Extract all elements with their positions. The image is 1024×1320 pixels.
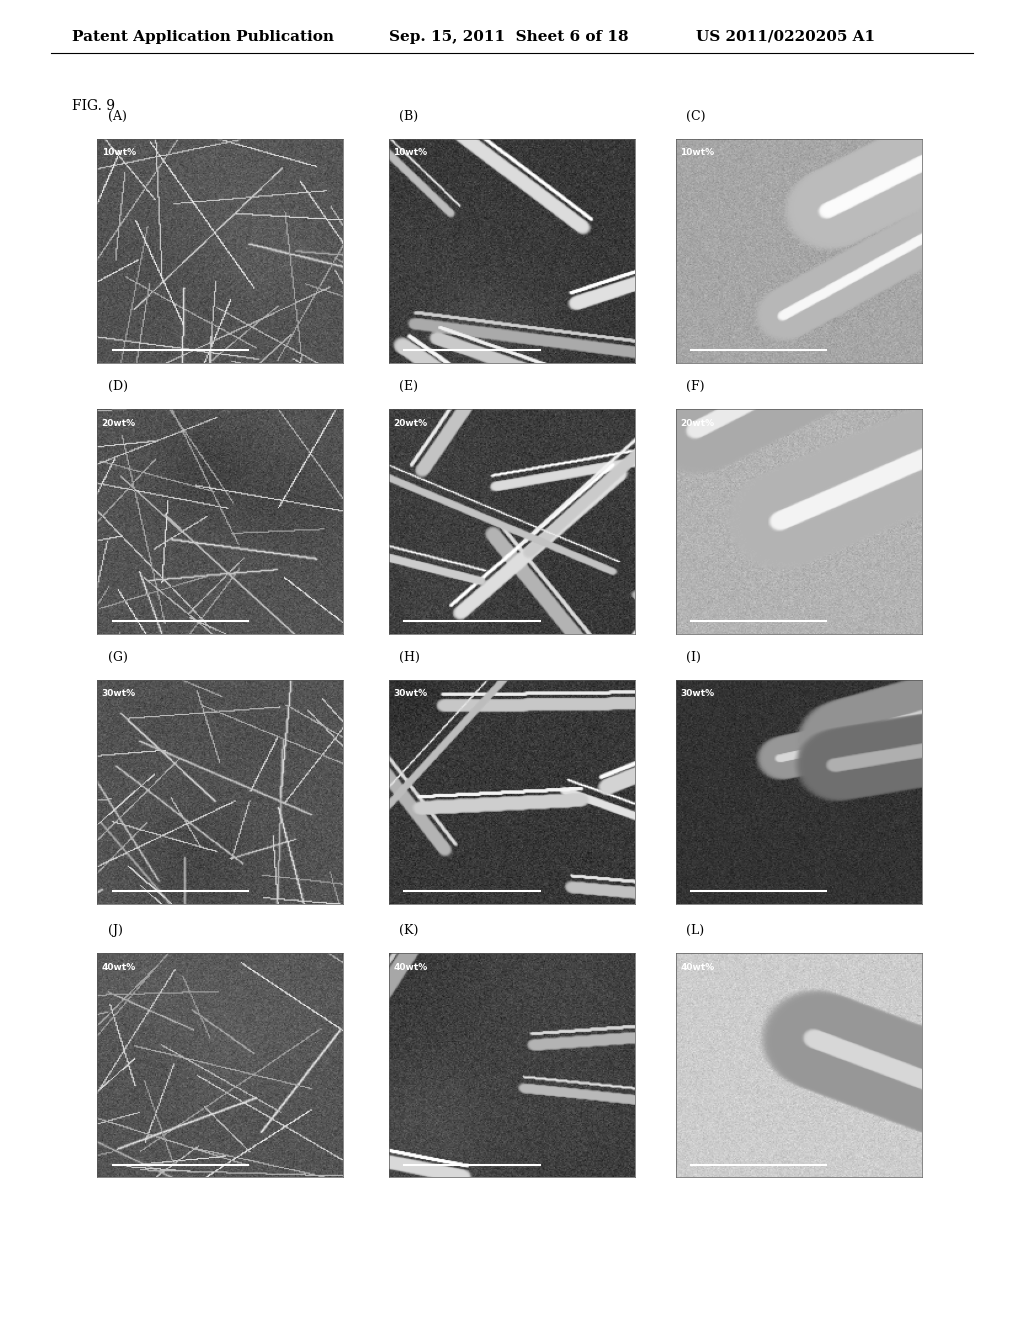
Text: 10wt%: 10wt% [680,148,715,157]
Text: (I): (I) [686,651,701,664]
Text: 20wt%: 20wt% [101,418,136,428]
Text: 40wt%: 40wt% [101,962,136,972]
Text: 10wt%: 10wt% [101,148,136,157]
Text: (J): (J) [108,924,123,937]
Text: 40wt%: 40wt% [393,962,428,972]
Text: US 2011/0220205 A1: US 2011/0220205 A1 [696,30,876,44]
Text: Sep. 15, 2011  Sheet 6 of 18: Sep. 15, 2011 Sheet 6 of 18 [389,30,629,44]
Text: 10wt%: 10wt% [393,148,428,157]
Text: (C): (C) [686,110,706,123]
Text: (B): (B) [399,110,419,123]
Text: 40wt%: 40wt% [680,962,715,972]
Text: 30wt%: 30wt% [393,689,428,698]
Text: 30wt%: 30wt% [680,689,715,698]
Text: (F): (F) [686,380,705,393]
Text: (G): (G) [108,651,127,664]
Text: (K): (K) [399,924,419,937]
Text: 30wt%: 30wt% [101,689,136,698]
Text: (A): (A) [108,110,126,123]
Text: FIG. 9: FIG. 9 [72,99,115,112]
Text: 20wt%: 20wt% [680,418,715,428]
Text: (E): (E) [399,380,419,393]
Text: Patent Application Publication: Patent Application Publication [72,30,334,44]
Text: (H): (H) [399,651,420,664]
Text: 20wt%: 20wt% [393,418,428,428]
Text: (L): (L) [686,924,705,937]
Text: (D): (D) [108,380,128,393]
